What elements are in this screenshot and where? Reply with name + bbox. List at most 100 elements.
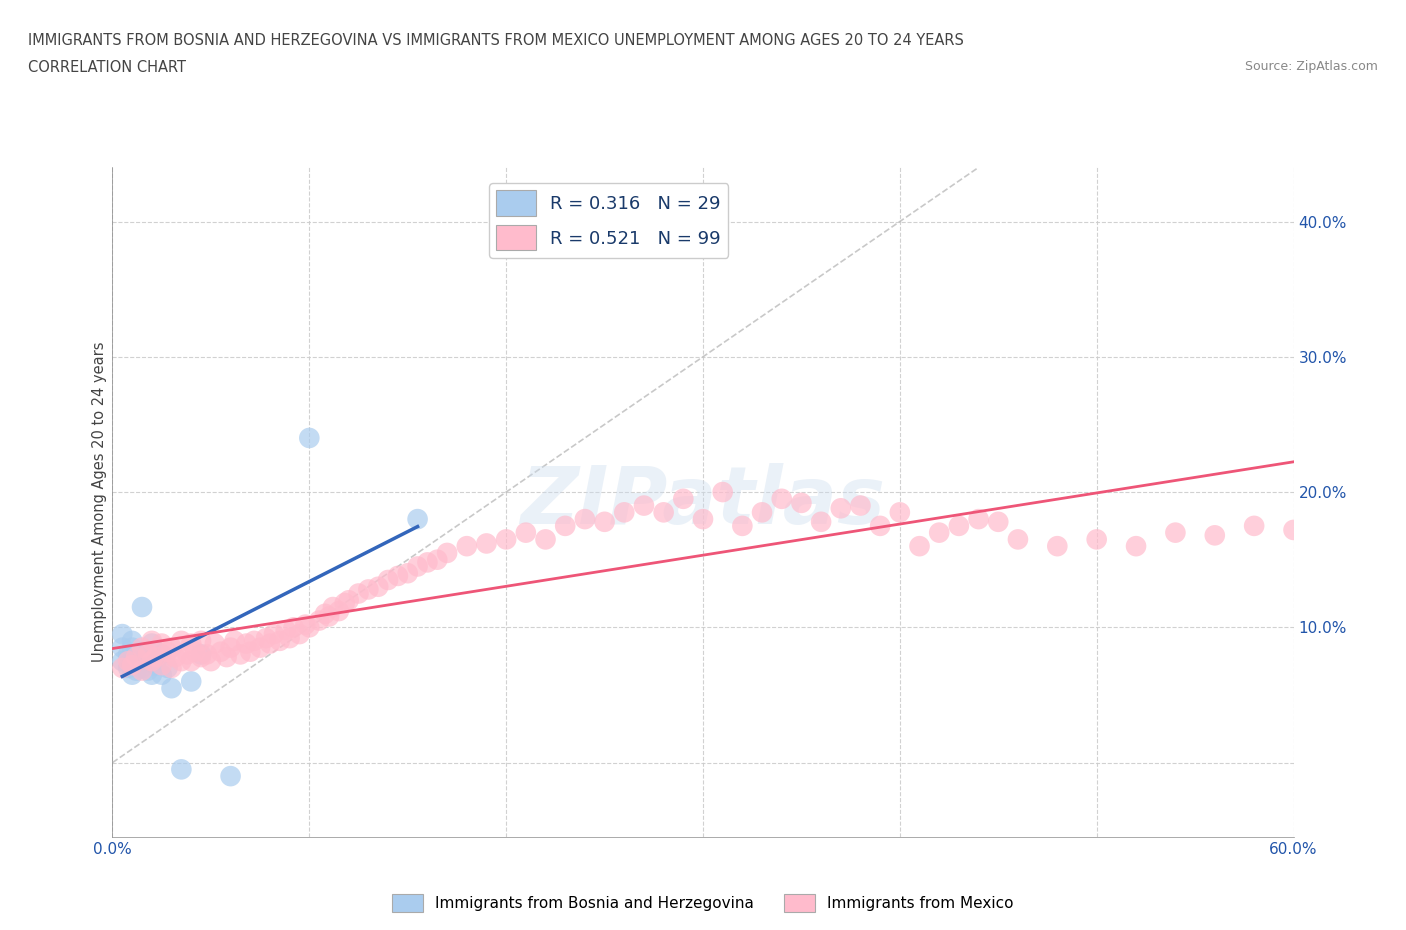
Point [288, 627, 311, 642]
Point [770, 491, 793, 506]
Point [1204, 528, 1226, 543]
Point [298, 620, 321, 635]
Point [170, 762, 193, 777]
Point [1046, 538, 1069, 553]
Point [593, 514, 616, 529]
Point [322, 600, 344, 615]
Point [948, 518, 970, 533]
Point [141, 633, 163, 648]
Point [180, 636, 202, 651]
Point [224, 633, 246, 648]
Point [357, 582, 380, 597]
Text: IMMIGRANTS FROM BOSNIA AND HERZEGOVINA VS IMMIGRANTS FROM MEXICO UNEMPLOYMENT AM: IMMIGRANTS FROM BOSNIA AND HERZEGOVINA V… [28, 33, 965, 47]
Text: Source: ZipAtlas.com: Source: ZipAtlas.com [1244, 60, 1378, 73]
Point [117, 647, 139, 662]
Point [337, 592, 360, 607]
Point [1282, 523, 1305, 538]
Point [190, 647, 212, 662]
Point [215, 650, 238, 665]
Y-axis label: Unemployment Among Ages 20 to 24 years: Unemployment Among Ages 20 to 24 years [91, 342, 107, 662]
Point [830, 501, 852, 516]
Point [121, 658, 143, 672]
Point [131, 647, 153, 662]
Point [314, 606, 336, 621]
Point [219, 640, 242, 655]
Point [150, 667, 173, 682]
Point [136, 647, 159, 662]
Point [145, 650, 167, 665]
Point [176, 647, 198, 662]
Point [692, 512, 714, 526]
Point [928, 525, 950, 540]
Point [294, 618, 316, 632]
Point [219, 769, 242, 784]
Point [243, 633, 266, 648]
Point [406, 512, 429, 526]
Point [298, 431, 321, 445]
Point [160, 640, 183, 655]
Point [141, 667, 163, 682]
Point [534, 532, 557, 547]
Point [259, 636, 281, 651]
Point [387, 568, 409, 583]
Point [254, 631, 277, 645]
Point [235, 636, 257, 651]
Point [269, 633, 291, 648]
Point [456, 538, 478, 553]
Point [1164, 525, 1187, 540]
Point [204, 636, 226, 651]
Point [170, 654, 193, 669]
Point [711, 485, 734, 499]
Point [278, 631, 301, 645]
Point [377, 573, 399, 588]
Point [810, 514, 832, 529]
Point [475, 536, 498, 551]
Point [195, 647, 218, 662]
Point [333, 595, 356, 610]
Point [416, 555, 439, 570]
Point [184, 644, 207, 659]
Legend: R = 0.316   N = 29, R = 0.521   N = 99: R = 0.316 N = 29, R = 0.521 N = 99 [489, 183, 728, 258]
Point [652, 505, 675, 520]
Legend: Immigrants from Bosnia and Herzegovina, Immigrants from Mexico: Immigrants from Bosnia and Herzegovina, … [387, 888, 1019, 918]
Point [165, 650, 187, 665]
Point [160, 681, 183, 696]
Point [1085, 532, 1108, 547]
Point [229, 647, 252, 662]
Point [125, 663, 148, 678]
Point [274, 622, 297, 637]
Point [117, 654, 139, 669]
Point [751, 505, 773, 520]
Point [263, 627, 285, 642]
Point [125, 650, 148, 665]
Point [869, 518, 891, 533]
Point [156, 644, 179, 659]
Point [987, 514, 1010, 529]
Point [908, 538, 931, 553]
Text: CORRELATION CHART: CORRELATION CHART [28, 60, 186, 75]
Point [308, 613, 330, 628]
Point [190, 633, 212, 648]
Point [141, 636, 163, 651]
Point [1007, 532, 1029, 547]
Point [121, 640, 143, 655]
Point [125, 650, 148, 665]
Point [117, 660, 139, 675]
Point [672, 491, 695, 506]
Point [515, 525, 537, 540]
Point [190, 650, 212, 665]
Point [131, 600, 153, 615]
Point [136, 650, 159, 665]
Point [1125, 538, 1147, 553]
Point [150, 647, 173, 662]
Point [318, 609, 340, 624]
Point [574, 512, 596, 526]
Point [554, 518, 576, 533]
Point [150, 658, 173, 672]
Text: ZIPatlas: ZIPatlas [520, 463, 886, 541]
Point [495, 532, 517, 547]
Point [111, 627, 134, 642]
Point [849, 498, 872, 513]
Point [967, 512, 990, 526]
Point [239, 644, 262, 659]
